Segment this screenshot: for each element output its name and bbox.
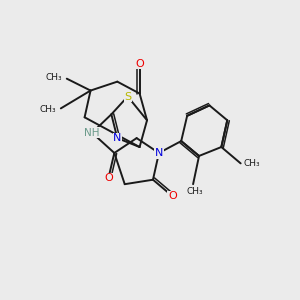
Text: O: O [104,173,113,183]
Text: O: O [135,59,144,69]
Text: N: N [113,133,122,143]
Text: CH₃: CH₃ [244,159,260,168]
Text: CH₃: CH₃ [46,73,62,82]
Text: CH₃: CH₃ [186,187,203,196]
Text: S: S [124,92,131,101]
Text: NH: NH [84,128,100,138]
Text: O: O [168,191,177,201]
Text: N: N [155,148,163,158]
Text: CH₃: CH₃ [40,105,56,114]
